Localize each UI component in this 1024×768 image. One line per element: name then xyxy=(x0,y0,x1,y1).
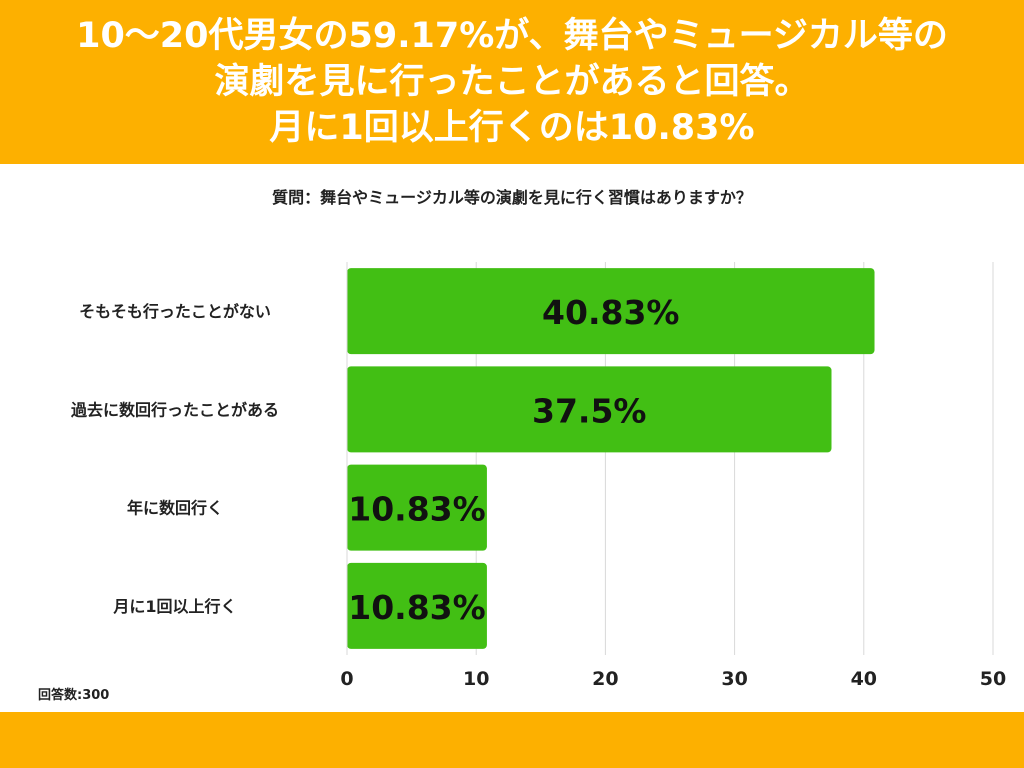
data-label: 37.5% xyxy=(532,391,647,430)
data-label: 40.83% xyxy=(542,293,679,332)
question-text: 質問：舞台やミュージカル等の演劇を見に行く習慣はありますか？ xyxy=(272,188,752,207)
data-label: 10.83% xyxy=(348,588,485,627)
data-label: 10.83% xyxy=(348,490,485,529)
x-tick-label: 10 xyxy=(463,668,489,690)
bar xyxy=(347,464,487,551)
footer-banner xyxy=(0,712,1024,768)
bar-chart: そもそも行ったことがない 40.83% 過去に数回行ったことがある 37.5% 年に数回… xyxy=(70,262,1006,690)
category-label: 過去に数回行ったことがある xyxy=(70,400,279,419)
header-banner: 10〜20代男女の59.17%が、舞台やミュージカル等の 演劇を見に行ったことが… xyxy=(0,0,1024,164)
bar xyxy=(347,366,832,453)
x-tick-label: 40 xyxy=(851,668,877,690)
x-tick-label: 20 xyxy=(592,668,618,690)
headline-line-1: 10〜20代男女の59.17%が、舞台やミュージカル等の xyxy=(76,16,948,56)
bar xyxy=(347,562,487,649)
category-label: 年に数回行く xyxy=(127,499,223,518)
headline-line-3: 月に1回以上行くのは10.83% xyxy=(269,108,755,148)
category-label: 月に1回以上行く xyxy=(112,597,236,616)
headline-line-2: 演劇を見に行ったことがあると回答。 xyxy=(214,62,810,102)
respondent-count: 回答数:300 xyxy=(38,688,110,703)
x-tick-label: 50 xyxy=(980,668,1006,690)
bar xyxy=(347,268,875,355)
category-label: そもそも行ったことがない xyxy=(79,302,271,321)
x-tick-label: 30 xyxy=(721,668,747,690)
x-tick-label: 0 xyxy=(340,668,353,690)
